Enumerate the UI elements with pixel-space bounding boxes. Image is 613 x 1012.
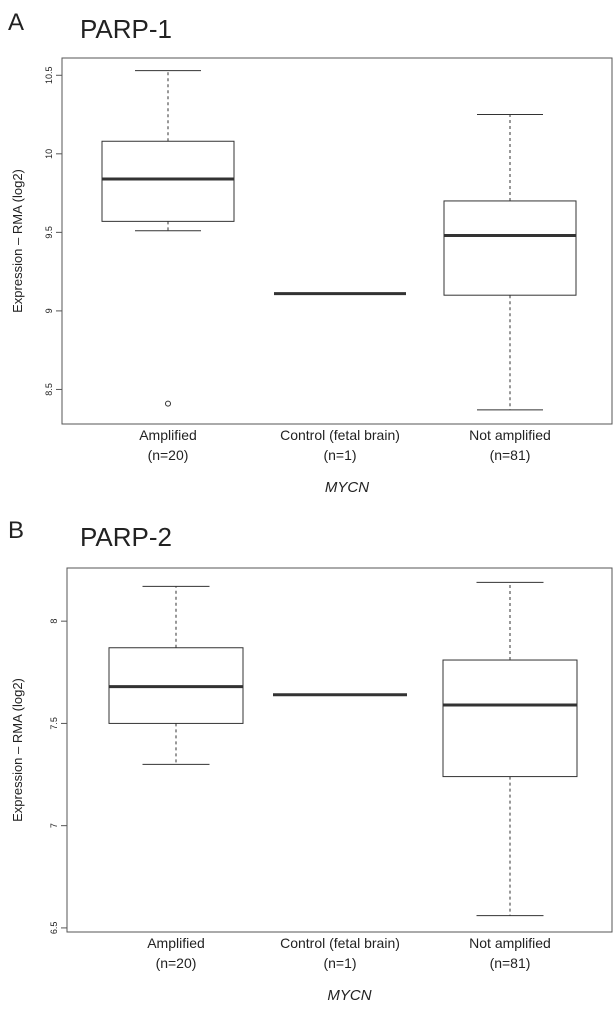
x-tick-note: (n=20): [156, 955, 197, 971]
x-tick-note: (n=1): [323, 955, 356, 971]
chart-title: PARP-2: [80, 522, 172, 552]
x-axis-label: MYCN: [325, 479, 369, 496]
x-tick-note: (n=1): [323, 447, 356, 463]
x-tick-note: (n=81): [490, 955, 531, 971]
y-tick-label: 7.5: [49, 717, 59, 730]
panel-letter: B: [8, 517, 24, 544]
chart-title: PARP-1: [80, 14, 172, 44]
y-tick-label: 9.5: [44, 226, 54, 239]
box: [101, 140, 235, 222]
y-axis-label: Expression – RMA (log2): [10, 169, 25, 313]
x-tick-label: Control (fetal brain): [280, 935, 400, 951]
y-tick-label: 10.5: [44, 67, 54, 85]
y-tick-label: 8.5: [44, 383, 54, 396]
plot-frame: [66, 567, 613, 933]
y-axis-label: Expression – RMA (log2): [10, 678, 25, 822]
y-tick-label: 8: [49, 619, 59, 624]
panel-letter: A: [8, 9, 24, 36]
box: [443, 200, 577, 296]
x-axis-label: MYCN: [327, 987, 371, 1004]
x-tick-label: Not amplified: [469, 935, 551, 951]
box: [442, 659, 578, 778]
x-tick-label: Amplified: [147, 935, 205, 951]
outlier: [165, 400, 171, 407]
y-tick-label: 6.5: [49, 922, 59, 935]
x-tick-label: Not amplified: [469, 427, 551, 443]
y-tick-label: 9: [44, 308, 54, 313]
x-tick-label: Control (fetal brain): [280, 427, 400, 443]
x-tick-note: (n=20): [148, 447, 189, 463]
y-tick-label: 10: [44, 149, 54, 159]
y-tick-label: 7: [49, 823, 59, 828]
x-tick-note: (n=81): [490, 447, 531, 463]
x-tick-label: Amplified: [139, 427, 197, 443]
plot-frame: [61, 57, 613, 425]
